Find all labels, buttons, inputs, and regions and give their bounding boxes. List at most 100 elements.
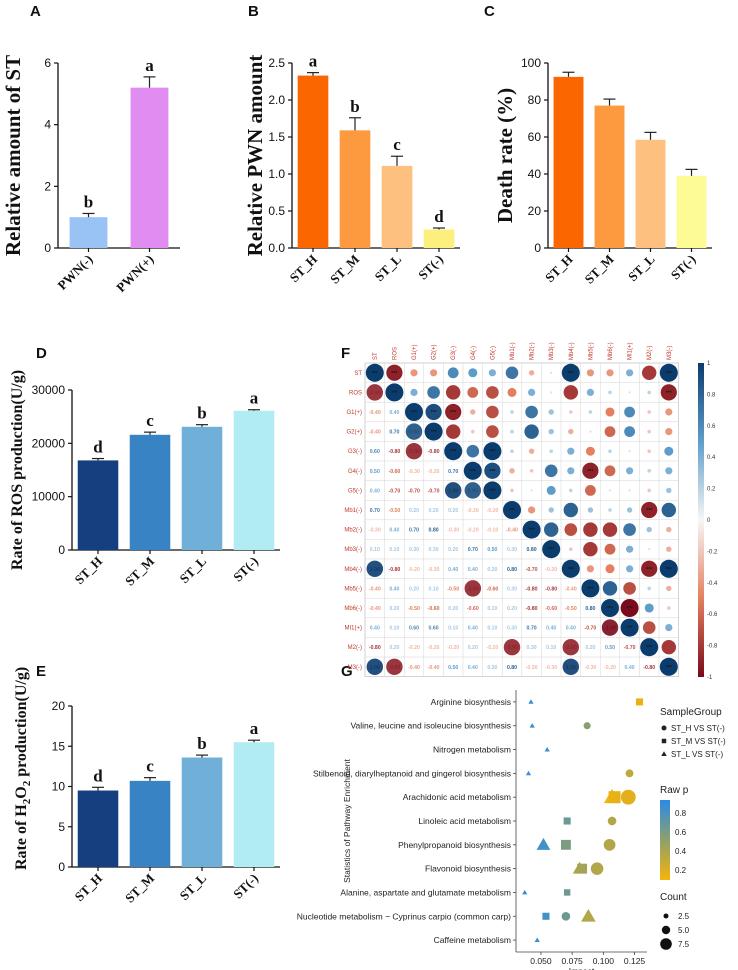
corr-circle — [522, 520, 541, 539]
chart-b-ytick-label: 2.0 — [268, 93, 285, 107]
corr-value: -0.30 — [369, 528, 381, 534]
corr-row-label: G4(-) — [348, 469, 362, 475]
corr-circle — [542, 540, 561, 559]
corr-circle — [366, 560, 384, 578]
corr-circle — [648, 548, 651, 551]
corr-value: 0.40 — [389, 528, 399, 534]
corr-circle — [503, 638, 521, 656]
corr-value: 0.50 — [448, 665, 458, 671]
corr-value: -0.30 — [584, 665, 596, 671]
corr-col-label: Mb4(-) — [569, 342, 575, 360]
corr-circle — [641, 365, 657, 381]
corr-circle — [582, 462, 599, 479]
chart-a-xtick-label: PWN(+) — [113, 252, 156, 295]
chart-e-ytick-label: 10 — [52, 780, 66, 794]
chart-e-sig-letter: b — [197, 734, 206, 753]
g-legend-count-label: 7.5 — [678, 940, 690, 949]
corr-circle — [445, 403, 462, 421]
g-pathway-label: Linoleic acid metabolism — [418, 816, 511, 826]
g-ylabel: Statistics of Pathway Enrichment — [342, 758, 352, 882]
corr-circle — [661, 502, 677, 518]
corr-star: *** — [489, 449, 496, 455]
corr-value: -0.10 — [486, 528, 498, 534]
corr-circle — [386, 658, 403, 676]
corr-value: -0.40 — [408, 665, 420, 671]
g-point — [528, 699, 534, 704]
corr-value: -0.70 — [388, 488, 400, 494]
chart-c-bar — [635, 139, 666, 248]
chart-e-ytick-label: 15 — [52, 739, 66, 753]
corr-value: 0.20 — [487, 567, 497, 573]
corr-value: 0.40 — [546, 626, 556, 632]
corr-circle — [666, 487, 672, 494]
corr-value: 0.70 — [448, 469, 458, 475]
corr-value: 0.40 — [468, 665, 478, 671]
g-point — [563, 889, 571, 896]
chart-e-sig-letter: c — [146, 757, 154, 776]
g-point — [561, 911, 571, 921]
g-legend-count-title: Count — [660, 892, 687, 903]
corr-circle — [366, 384, 384, 401]
corr-circle — [604, 426, 616, 438]
corr-circle — [486, 386, 499, 399]
corr-star: *** — [509, 508, 516, 514]
corr-value: 0.10 — [546, 645, 556, 651]
corr-col-label: G5(-) — [490, 346, 496, 360]
corr-value: -0.70 — [526, 567, 538, 573]
corr-circle — [568, 547, 573, 552]
corr-circle — [568, 428, 574, 435]
corr-star: *** — [568, 371, 575, 377]
g-point — [635, 698, 644, 706]
enrichment-bubble-chart: Arginine biosynthesis Valine, leucine and… — [297, 690, 726, 970]
corr-colorbar-tick: 1 — [707, 361, 711, 367]
corr-value: -0.30 — [428, 567, 440, 573]
corr-value: 0.30 — [507, 626, 517, 632]
corr-circle — [628, 450, 631, 453]
corr-circle — [644, 603, 654, 613]
corr-circle — [510, 449, 514, 454]
corr-value: 0.30 — [487, 665, 497, 671]
corr-circle — [525, 405, 538, 419]
corr-value: 0.60 — [409, 626, 419, 632]
corr-colorbar-tick: -0.2 — [707, 549, 718, 555]
chart-d-sig-letter: b — [197, 404, 206, 423]
corr-circle — [646, 526, 652, 533]
corr-star: *** — [666, 371, 673, 377]
corr-value: -0.30 — [447, 528, 459, 534]
corr-value: 0.70 — [370, 508, 380, 514]
chart-d-bar — [129, 434, 171, 550]
corr-circle — [625, 565, 634, 573]
g-point — [544, 746, 550, 752]
chart-c-xtick-label: ST_L — [625, 251, 658, 284]
chart-e-sig-letter: a — [250, 719, 259, 738]
corr-circle — [410, 369, 418, 377]
corr-row-label: M3(-) — [348, 665, 362, 671]
corr-col-label: ST — [373, 352, 379, 360]
chart-d-sig-letter: c — [146, 411, 154, 430]
corr-circle — [666, 526, 672, 533]
g-legend-count-marker — [663, 913, 669, 919]
corr-circle — [528, 448, 535, 454]
chart-c-ytick-label: 40 — [528, 167, 542, 181]
corr-row-label: Mb2(-) — [344, 528, 362, 534]
corr-circle — [527, 388, 536, 397]
corr-value: 0.40 — [468, 626, 478, 632]
panel-letter-b: B — [248, 3, 259, 20]
corr-value: -0.30 — [408, 469, 420, 475]
corr-value: -0.20 — [545, 567, 557, 573]
corr-circle — [620, 618, 639, 637]
g-point — [608, 791, 621, 804]
corr-value: 0.40 — [370, 626, 380, 632]
corr-circle — [608, 489, 612, 492]
chart-a-ytick-label: 2 — [44, 179, 51, 193]
corr-circle — [505, 366, 519, 380]
corr-value: -0.30 — [545, 665, 557, 671]
corr-circle — [568, 410, 573, 414]
corr-value: -0.40 — [506, 528, 518, 534]
corr-value: -0.80 — [526, 606, 538, 612]
corr-value: 0.30 — [507, 586, 517, 592]
chart-c-ytick-label: 60 — [528, 130, 542, 144]
corr-colorbar-tick: 0.4 — [707, 455, 716, 461]
corr-circle — [405, 442, 423, 460]
chart-e-ytick-label: 5 — [58, 820, 65, 834]
